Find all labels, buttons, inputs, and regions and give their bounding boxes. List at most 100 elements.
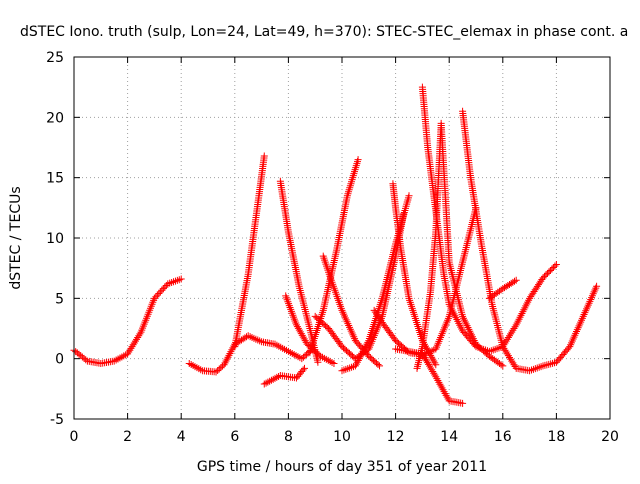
data-point: [549, 263, 557, 271]
data-point: [129, 341, 137, 349]
series: [392, 345, 467, 407]
data-point: [158, 286, 166, 294]
series: [319, 252, 384, 370]
data-point: [430, 369, 438, 377]
y-tick-label: -5: [50, 412, 64, 428]
data-point: [504, 334, 512, 342]
data-point: [506, 332, 513, 340]
series: [70, 275, 185, 367]
chart-title: dSTEC Iono. truth (sulp, Lon=24, Lat=49,…: [20, 24, 628, 40]
data-point: [421, 355, 429, 363]
series: [282, 292, 338, 367]
data-point: [511, 277, 519, 285]
data-point: [128, 343, 136, 351]
data-point: [542, 271, 550, 279]
x-tick-label: 16: [494, 429, 512, 445]
data-point: [420, 353, 428, 361]
data-point: [294, 324, 302, 332]
data-point: [503, 350, 511, 358]
data-point: [353, 358, 361, 366]
data-point: [355, 355, 363, 363]
x-tick-label: 4: [177, 429, 186, 445]
data-point: [508, 357, 516, 365]
y-tick-label: 10: [46, 231, 64, 247]
data-point: [271, 374, 279, 382]
data-point: [354, 156, 362, 164]
data-point: [314, 358, 322, 366]
data-point: [301, 337, 309, 345]
x-axis-label: GPS time / hours of day 351 of year 2011: [197, 459, 487, 475]
data-point: [364, 338, 372, 346]
data-point: [356, 353, 364, 361]
x-tick-label: 20: [601, 429, 619, 445]
data-point: [499, 362, 507, 370]
data-point: [155, 290, 163, 298]
data-point: [499, 343, 507, 351]
data-point: [297, 330, 305, 338]
x-tick-label: 2: [123, 429, 132, 445]
data-point: [217, 364, 225, 372]
data-point: [300, 364, 308, 372]
data-point: [126, 346, 134, 354]
data-point: [125, 348, 133, 356]
series: [260, 364, 308, 388]
data-point: [362, 342, 370, 350]
data-point: [502, 337, 510, 345]
data-point: [134, 334, 142, 342]
data-point: [298, 331, 306, 339]
data-point: [539, 274, 547, 282]
data-point: [214, 366, 222, 374]
data-point: [405, 192, 413, 200]
data-point: [298, 355, 306, 363]
data-point: [133, 335, 141, 343]
y-tick-label: 15: [46, 171, 64, 187]
y-tick-label: 5: [55, 291, 64, 307]
y-tick-label: 25: [46, 50, 64, 66]
x-tick-label: 8: [284, 429, 293, 445]
axis-ticks: 0 2 4 6 8 10 12 14 16 18 20 -5 0 5 10 15 20 25: [46, 50, 619, 445]
data-point: [212, 368, 220, 376]
data-point: [295, 326, 303, 334]
data-point: [500, 344, 508, 352]
data-point: [136, 330, 144, 338]
data-point: [428, 366, 436, 374]
data-point: [459, 399, 467, 407]
data-point: [299, 333, 307, 341]
data-point: [352, 360, 360, 368]
data-point: [543, 361, 551, 369]
x-tick-label: 10: [333, 429, 351, 445]
x-tick-label: 14: [440, 429, 458, 445]
data-point: [293, 323, 301, 331]
data-point: [504, 352, 512, 360]
series: [185, 332, 314, 376]
data-point: [150, 294, 158, 302]
series: [418, 83, 560, 355]
x-tick-label: 18: [547, 429, 565, 445]
x-tick-label: 12: [387, 429, 405, 445]
data-point: [546, 266, 554, 274]
data-point: [262, 379, 270, 387]
data-point: [266, 377, 274, 385]
data-point: [511, 323, 519, 331]
data-point: [264, 378, 272, 386]
data-point: [301, 352, 309, 360]
data-point: [502, 348, 510, 356]
data-point: [135, 332, 143, 340]
data-point: [152, 293, 160, 301]
data-point: [357, 351, 365, 359]
data-point: [427, 364, 435, 372]
data-point: [358, 349, 366, 357]
data-point: [260, 380, 268, 388]
data-point: [351, 362, 359, 370]
series: [389, 180, 440, 369]
data-point: [360, 346, 368, 354]
data-point: [300, 335, 308, 343]
data-point: [545, 268, 553, 276]
series: [276, 177, 322, 366]
data-point: [359, 347, 367, 355]
data-point: [552, 261, 560, 269]
data-point: [303, 350, 311, 358]
data-point: [82, 356, 90, 364]
data-point: [124, 350, 132, 358]
data-point: [354, 356, 362, 364]
